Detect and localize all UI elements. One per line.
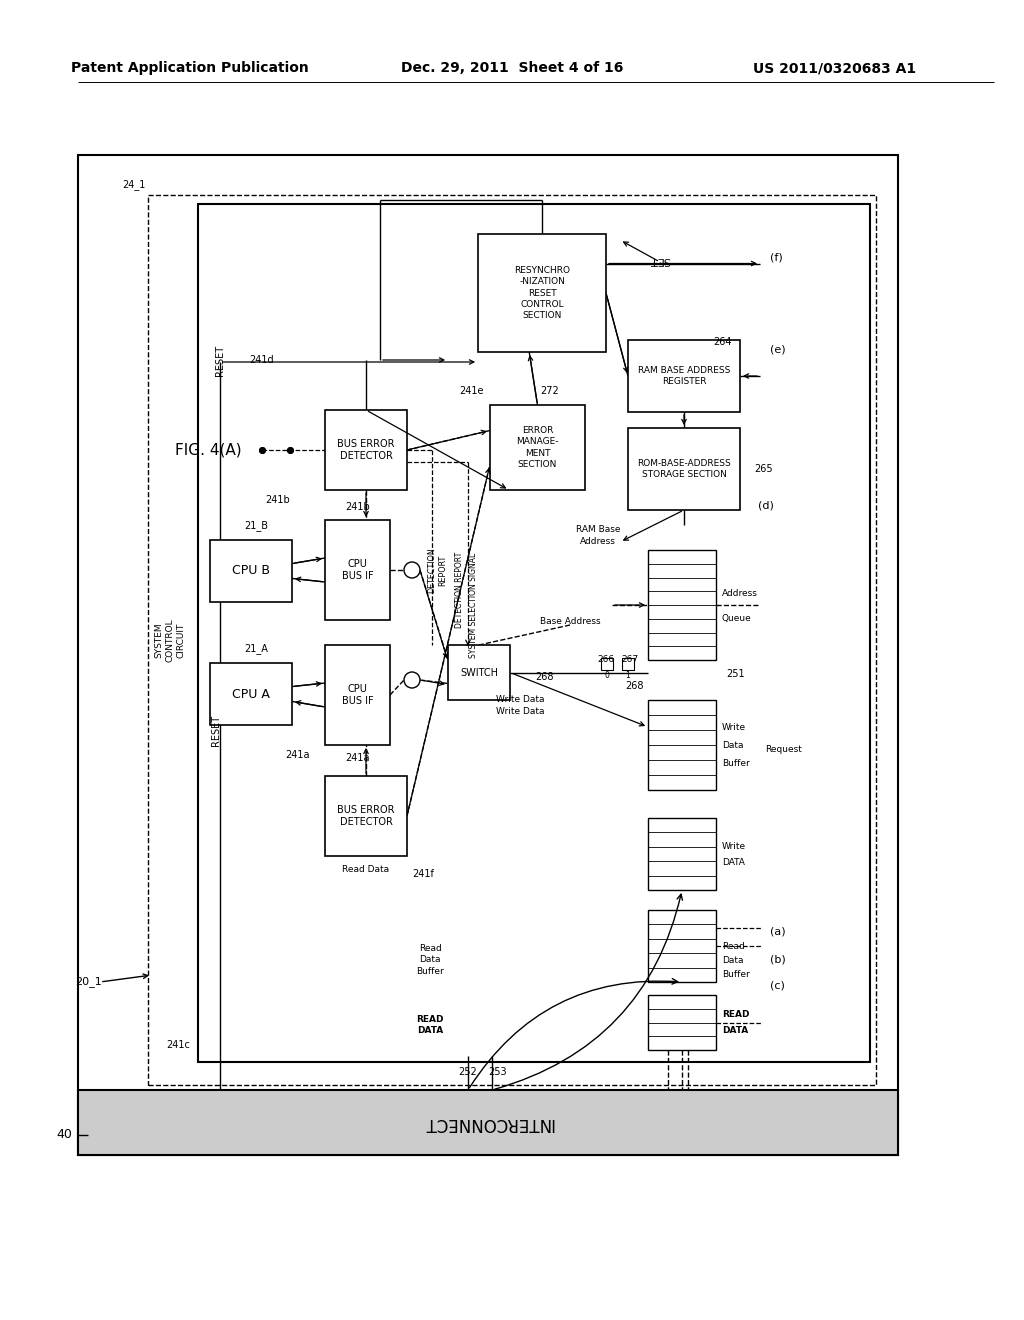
Text: 241b: 241b — [345, 502, 370, 512]
Text: 268: 268 — [536, 672, 554, 682]
Text: RESET: RESET — [211, 714, 221, 746]
Bar — [198, 205, 870, 1063]
Bar — [325, 411, 407, 490]
Text: BUS ERROR
DETECTOR: BUS ERROR DETECTOR — [337, 805, 394, 828]
Text: Read: Read — [722, 942, 744, 952]
Text: CPU A: CPU A — [232, 688, 270, 701]
Text: 0: 0 — [604, 672, 609, 681]
Text: 20_1: 20_1 — [75, 977, 101, 987]
Bar — [325, 776, 407, 855]
Text: 21_A: 21_A — [244, 644, 268, 655]
Text: RESET: RESET — [215, 345, 225, 376]
Text: READ
DATA: READ DATA — [416, 1015, 443, 1035]
Text: Request: Request — [765, 746, 802, 755]
Text: Write: Write — [722, 842, 746, 851]
Text: Patent Application Publication: Patent Application Publication — [71, 61, 309, 75]
Bar — [78, 154, 898, 1155]
Text: (e): (e) — [770, 345, 785, 355]
Text: Write: Write — [722, 722, 746, 731]
Text: 241a: 241a — [345, 752, 370, 763]
Text: SYSTEM SELECTION SIGNAL: SYSTEM SELECTION SIGNAL — [469, 552, 478, 657]
Text: 21_B: 21_B — [244, 520, 268, 532]
Bar — [210, 540, 292, 602]
Text: Dec. 29, 2011  Sheet 4 of 16: Dec. 29, 2011 Sheet 4 of 16 — [400, 61, 624, 75]
Text: Address: Address — [580, 537, 616, 546]
Text: 241d: 241d — [250, 355, 274, 366]
Text: Queue: Queue — [722, 614, 752, 623]
Bar — [648, 700, 716, 789]
Text: 253: 253 — [488, 1067, 507, 1077]
Text: RAM BASE ADDRESS
REGISTER: RAM BASE ADDRESS REGISTER — [638, 366, 730, 385]
Text: 241a: 241a — [286, 750, 310, 760]
Bar — [478, 234, 606, 352]
Bar — [648, 818, 716, 890]
Text: 252: 252 — [459, 1067, 477, 1077]
Text: Data: Data — [722, 956, 743, 965]
Text: SYSTEM
CONTROL
CIRCUIT: SYSTEM CONTROL CIRCUIT — [155, 618, 185, 661]
Text: DETECTION
REPORT: DETECTION REPORT — [427, 546, 447, 593]
Text: (c): (c) — [770, 981, 784, 991]
Text: DATA: DATA — [722, 1026, 749, 1035]
Bar — [490, 405, 585, 490]
Bar — [601, 657, 613, 671]
Text: Write Data: Write Data — [496, 708, 544, 717]
Text: INTERCONNECT: INTERCONNECT — [423, 1114, 553, 1131]
Text: 266: 266 — [597, 656, 614, 664]
Bar — [628, 341, 740, 412]
Text: 1: 1 — [626, 672, 631, 681]
Text: (d): (d) — [758, 500, 774, 510]
Text: Read Data: Read Data — [342, 865, 389, 874]
Text: 267: 267 — [622, 656, 639, 664]
Text: ERROR
MANAGE-
MENT
SECTION: ERROR MANAGE- MENT SECTION — [516, 426, 559, 469]
Text: Base Address: Base Address — [540, 618, 600, 627]
Text: DETECTION REPORT: DETECTION REPORT — [456, 552, 465, 628]
Text: 24_1: 24_1 — [123, 180, 146, 190]
Text: CPU
BUS IF: CPU BUS IF — [342, 684, 374, 706]
Text: DATA: DATA — [722, 858, 744, 867]
Text: RESYNCHRO
-NIZATION
RESET
CONTROL
SECTION: RESYNCHRO -NIZATION RESET CONTROL SECTIO… — [514, 267, 570, 319]
Text: Address: Address — [722, 590, 758, 598]
Text: CPU
BUS IF: CPU BUS IF — [342, 558, 374, 581]
Bar — [648, 909, 716, 982]
Text: (a): (a) — [770, 927, 785, 937]
Text: READ: READ — [722, 1010, 750, 1019]
Bar — [148, 195, 876, 1085]
Text: Buffer: Buffer — [722, 970, 750, 979]
Bar — [628, 428, 740, 510]
Bar — [648, 550, 716, 660]
Bar — [210, 663, 292, 725]
Text: 241c: 241c — [166, 1040, 189, 1049]
Text: (f): (f) — [770, 253, 782, 263]
Text: SWITCH: SWITCH — [460, 668, 498, 677]
Text: FIG. 4(A): FIG. 4(A) — [175, 442, 242, 458]
Text: 241e: 241e — [460, 385, 484, 396]
Bar — [78, 1090, 898, 1155]
Bar — [325, 520, 390, 620]
Bar — [648, 995, 716, 1049]
Text: CPU B: CPU B — [232, 565, 270, 578]
Text: 268: 268 — [625, 681, 643, 690]
Text: ROM-BASE-ADDRESS
STORAGE SECTION: ROM-BASE-ADDRESS STORAGE SECTION — [637, 459, 731, 479]
Text: (b): (b) — [770, 954, 785, 965]
Text: 40: 40 — [56, 1129, 72, 1142]
Bar — [449, 645, 510, 700]
Text: 264: 264 — [713, 337, 731, 347]
Text: SET: SET — [649, 255, 671, 265]
Text: Read
Data
Buffer: Read Data Buffer — [416, 944, 443, 975]
Text: 265: 265 — [754, 465, 773, 474]
Bar — [325, 645, 390, 744]
Text: BUS ERROR
DETECTOR: BUS ERROR DETECTOR — [337, 438, 394, 461]
Text: Data: Data — [722, 741, 743, 750]
Text: RAM Base: RAM Base — [575, 525, 621, 535]
Text: US 2011/0320683 A1: US 2011/0320683 A1 — [754, 61, 916, 75]
Text: 272: 272 — [540, 385, 559, 396]
Text: 241b: 241b — [265, 495, 290, 506]
Text: 251: 251 — [726, 669, 744, 678]
Text: 241f: 241f — [412, 869, 434, 879]
Text: Write Data: Write Data — [496, 696, 544, 705]
Text: Buffer: Buffer — [722, 759, 750, 767]
Bar — [622, 657, 634, 671]
